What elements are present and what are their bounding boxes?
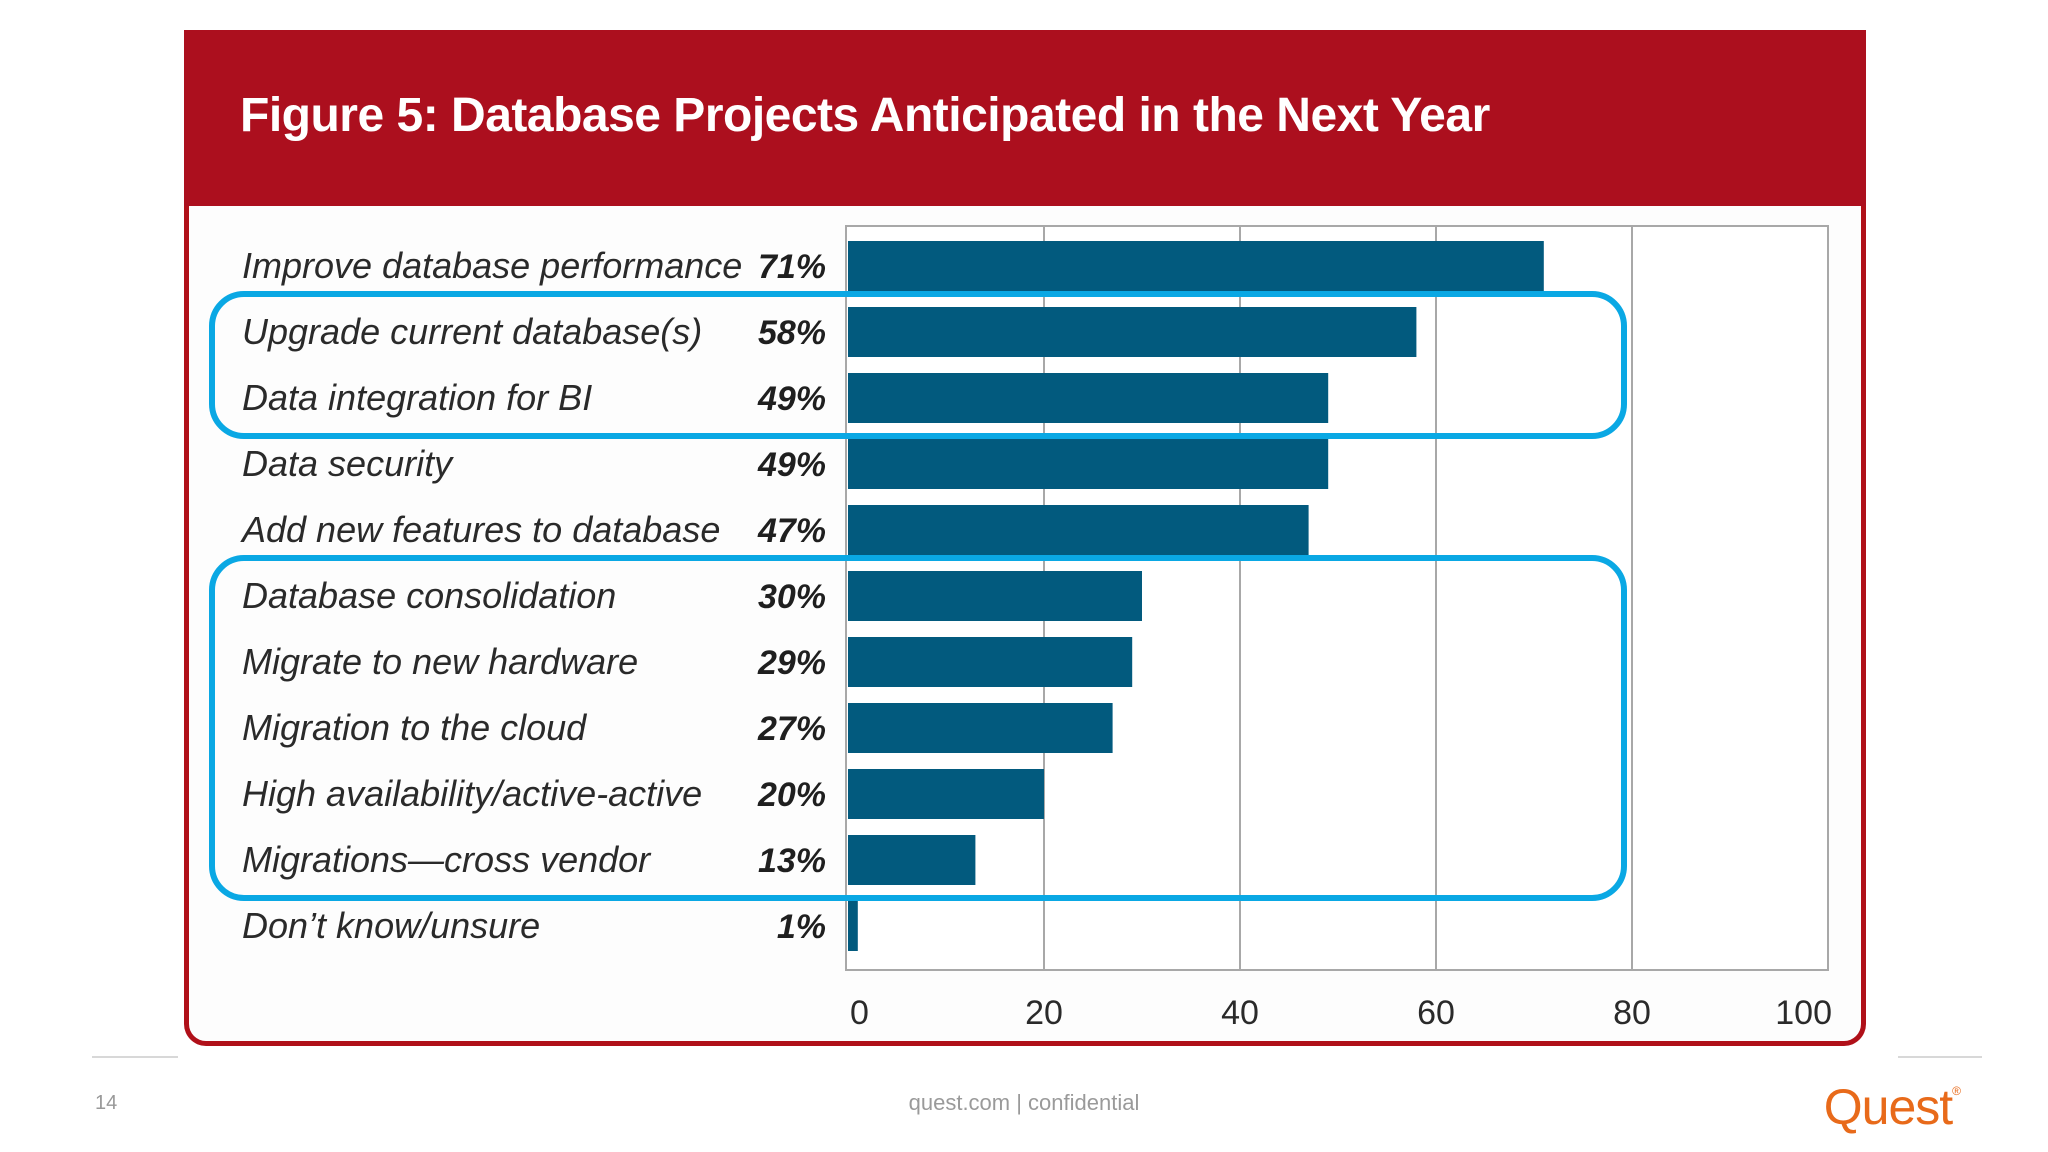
value-label: 13% (758, 842, 826, 880)
value-label: 71% (758, 248, 826, 286)
footer-rule-left (92, 1056, 178, 1058)
x-axis-ticks: 0 20 40 60 80 100 (850, 994, 1832, 1032)
bar-1 (848, 307, 1417, 357)
bar-7 (848, 703, 1113, 753)
bar-4 (848, 505, 1309, 555)
bar-3 (848, 439, 1329, 489)
category-label: Upgrade current database(s) (242, 311, 702, 352)
figure-title-bar: Figure 5: Database Projects Anticipated … (184, 30, 1866, 206)
bar-9 (848, 835, 976, 885)
x-tick-label: 0 (850, 994, 869, 1032)
bar-6 (848, 637, 1133, 687)
category-label: Migrations—cross vendor (242, 839, 652, 880)
category-label: Don’t know/unsure (242, 905, 540, 946)
value-label: 20% (757, 776, 826, 814)
footer-confidential: quest.com | confidential (908, 1090, 1140, 1115)
x-tick-label: 40 (1221, 994, 1259, 1032)
bar-2 (848, 373, 1329, 423)
value-label: 27% (757, 710, 826, 748)
category-label: Database consolidation (242, 575, 616, 616)
category-label: Migration to the cloud (242, 707, 587, 748)
value-label: 1% (777, 908, 826, 946)
footer-rule-right (1898, 1056, 1982, 1058)
category-label: High availability/active-active (242, 773, 702, 814)
value-label: 30% (758, 578, 826, 616)
bar-5 (848, 571, 1142, 621)
value-label: 49% (757, 380, 826, 418)
value-label: 47% (757, 512, 826, 550)
category-label: Data security (242, 443, 454, 484)
bar-8 (848, 769, 1044, 819)
category-label: Data integration for BI (242, 377, 592, 418)
value-label: 58% (758, 314, 826, 352)
highlight-box-1 (209, 555, 1627, 901)
value-label: 29% (757, 644, 826, 682)
quest-logo: Quest® (1823, 1078, 1961, 1136)
highlight-boxes (209, 291, 1627, 901)
bar-0 (848, 241, 1544, 291)
x-tick-label: 20 (1025, 994, 1063, 1032)
category-label: Migrate to new hardware (242, 641, 638, 682)
x-tick-label: 100 (1775, 994, 1832, 1032)
quest-logo-text: Quest (1823, 1079, 1953, 1135)
figure-title: Figure 5: Database Projects Anticipated … (240, 89, 1490, 142)
value-labels: 71% 58% 49% 49% 47% 30% 29% 27% 20% 13% 1% (757, 248, 826, 946)
category-label: Add new features to database (240, 509, 720, 550)
x-tick-label: 60 (1417, 994, 1455, 1032)
registered-mark: ® (1952, 1084, 1961, 1098)
category-label: Improve database performance (242, 245, 742, 286)
x-tick-label: 80 (1613, 994, 1651, 1032)
bar-10 (848, 901, 858, 951)
bars (848, 241, 1544, 951)
highlight-box-0 (209, 291, 1627, 439)
value-label: 49% (757, 446, 826, 484)
category-labels: Improve database performance Upgrade curr… (240, 245, 742, 946)
page-number: 14 (95, 1092, 118, 1114)
